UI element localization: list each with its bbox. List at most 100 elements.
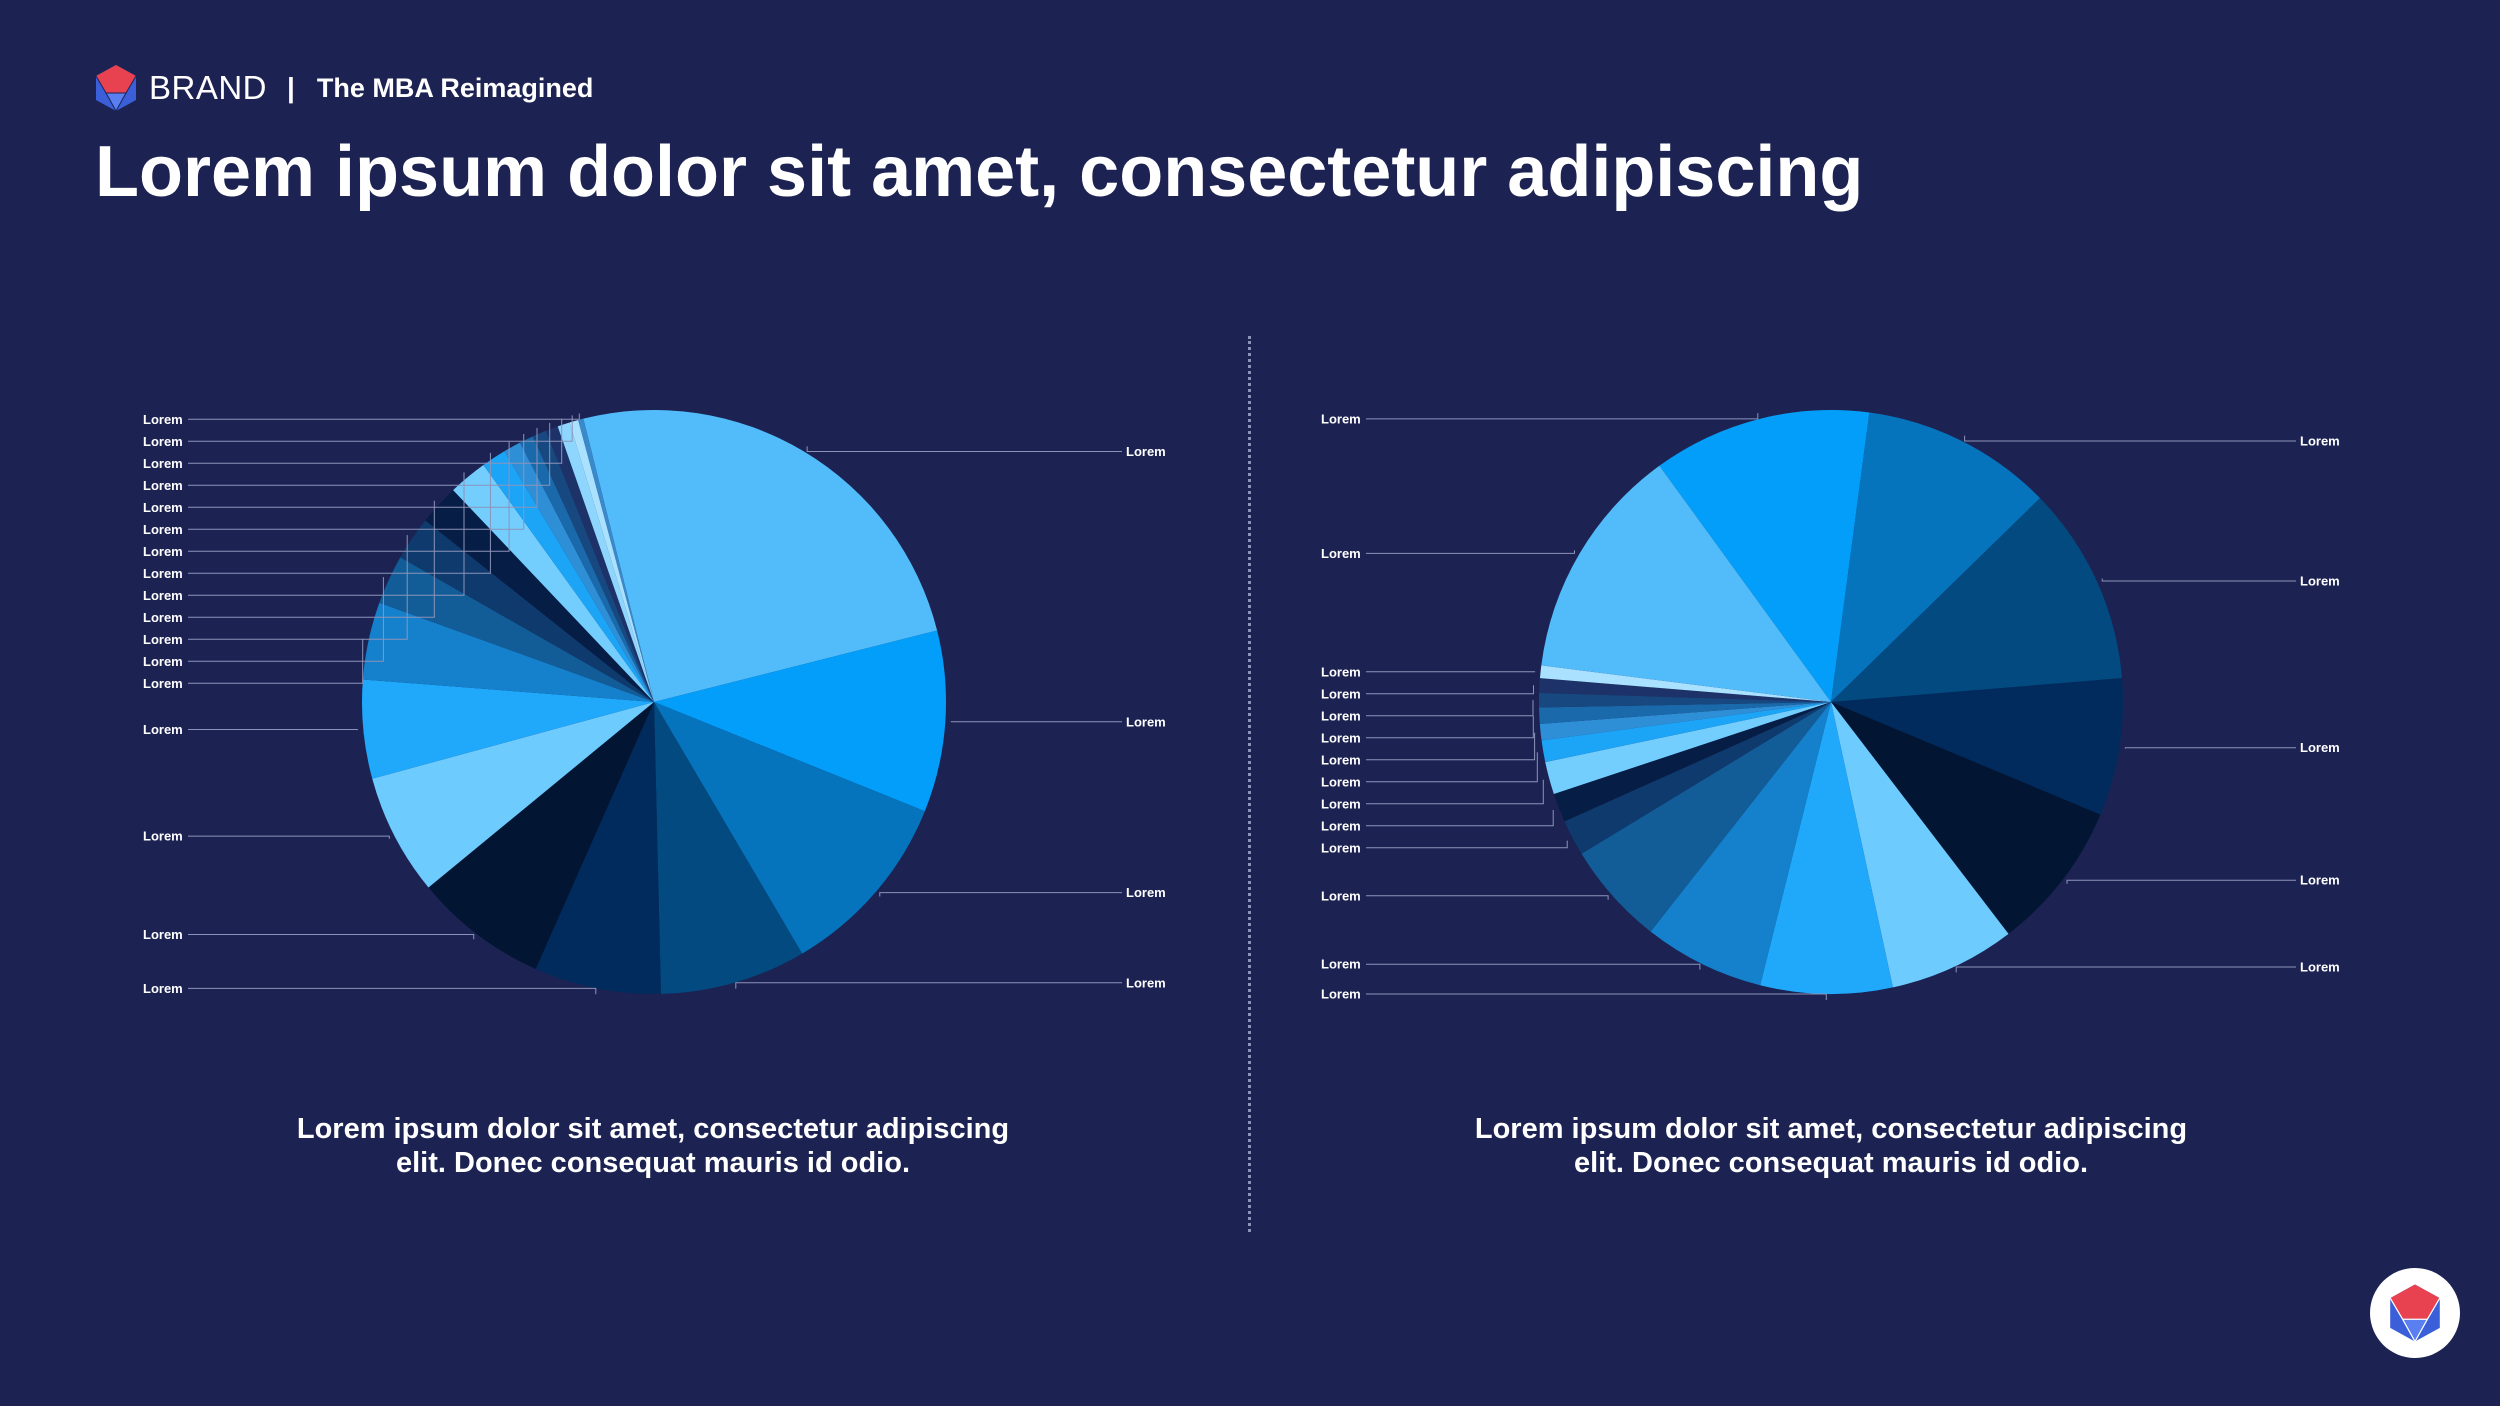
leader-line	[1366, 671, 1536, 673]
pie-slice	[1831, 702, 2009, 988]
caption-right: Lorem ipsum dolor sit amet, consectetur …	[1431, 1112, 2231, 1180]
leader-line	[735, 982, 1122, 989]
leader-line	[2101, 578, 2296, 582]
slice-label: Lorem	[1126, 714, 1166, 729]
slice-label: Lorem	[2300, 574, 2340, 589]
leader-line	[1366, 685, 1534, 695]
leader-line	[1366, 993, 1827, 1000]
pie-slice	[362, 602, 654, 702]
caption-left-line1: Lorem ipsum dolor sit amet, consectetur …	[296, 1113, 1010, 1145]
slice-label: Lorem	[2300, 434, 2340, 449]
slice-label: Lorem	[1321, 730, 1361, 745]
slice-label: Lorem	[143, 478, 183, 493]
chart-divider	[1248, 336, 1251, 1232]
leader-line	[188, 413, 580, 420]
slice-label: Lorem	[1321, 818, 1361, 833]
pie-slice	[1539, 665, 1831, 702]
slice-label: Lorem	[143, 588, 183, 603]
leader-line	[1366, 840, 1568, 849]
caption-left: Lorem ipsum dolor sit amet, consectetur …	[253, 1112, 1053, 1180]
slice-label: Lorem	[143, 927, 183, 942]
slice-label: Lorem	[1126, 885, 1166, 900]
leader-line	[1366, 550, 1575, 554]
pie-slice	[1564, 702, 1831, 854]
pie-slice	[428, 702, 654, 969]
slice-label: Lorem	[143, 500, 183, 515]
pie-slice	[654, 630, 946, 812]
pie-slice	[1541, 702, 1831, 763]
leader-line	[188, 452, 491, 574]
slice-label: Lorem	[1321, 752, 1361, 767]
pie-slice	[1831, 412, 2041, 702]
pie-slice	[532, 430, 654, 702]
caption-right-line1: Lorem ipsum dolor sit amet, consectetur …	[1474, 1113, 2188, 1145]
leader-line	[1366, 895, 1609, 900]
pie-slice	[1539, 702, 1831, 741]
slice-label: Lorem	[143, 566, 183, 581]
slice-label: Lorem	[143, 722, 183, 737]
slice-label: Lorem	[1321, 888, 1361, 903]
pie-slice	[372, 702, 654, 888]
pie-slice	[519, 436, 654, 702]
pie-slice	[569, 420, 654, 702]
leader-line	[1366, 732, 1536, 761]
leader-line	[2124, 747, 2296, 749]
brand-name: BRAND	[149, 69, 268, 106]
leader-line	[1366, 752, 1538, 783]
slice-label: Lorem	[1321, 664, 1361, 679]
slice-label: Lorem	[143, 632, 183, 647]
pie-slice	[362, 679, 654, 779]
leader-line	[1366, 700, 1534, 717]
tagline: The MBA Reimagined	[316, 72, 594, 103]
slice-label: Lorem	[143, 434, 183, 449]
slice-label: Lorem	[1321, 686, 1361, 701]
leader-line	[188, 729, 358, 731]
pie-slice	[535, 702, 661, 995]
leader-line	[188, 577, 384, 662]
leader-line	[806, 446, 1122, 452]
leader-line	[1955, 966, 2296, 973]
slice-label: Lorem	[1321, 708, 1361, 723]
slice-label: Lorem	[143, 981, 183, 996]
leader-line	[188, 422, 551, 486]
leader-line	[188, 535, 408, 640]
slice-label: Lorem	[143, 654, 183, 669]
slice-label: Lorem	[143, 829, 183, 844]
pie-slice	[1541, 465, 1831, 702]
leader-line	[188, 427, 538, 508]
caption-right-line2: elit. Donec consequat mauris id odio.	[1573, 1147, 2089, 1179]
leader-line	[2066, 879, 2296, 884]
leader-line	[1366, 963, 1701, 970]
caption-left-line2: elit. Donec consequat mauris id odio.	[395, 1147, 911, 1179]
slice-label: Lorem	[1321, 411, 1361, 426]
leader-line	[879, 892, 1122, 897]
slice-label: Lorem	[1126, 975, 1166, 990]
pie-slice	[483, 451, 654, 702]
leader-line	[188, 987, 597, 995]
leader-line	[188, 415, 573, 442]
leader-line	[188, 934, 475, 940]
slice-label: Lorem	[1321, 840, 1361, 855]
slice-label: Lorem	[143, 412, 183, 427]
pie-slice	[1831, 678, 2124, 815]
leader-line	[188, 441, 510, 552]
leader-line	[188, 434, 525, 530]
slice-label: Lorem	[1321, 796, 1361, 811]
pie-slice	[1581, 702, 1831, 932]
slice-label: Lorem	[143, 522, 183, 537]
pie-slice	[1553, 702, 1831, 822]
slice-label: Lorem	[1321, 957, 1361, 972]
slice-label: Lorem	[143, 610, 183, 625]
pie-slice	[1831, 702, 2101, 934]
slice-label: Lorem	[1321, 546, 1361, 561]
leader-line	[1964, 435, 2296, 442]
slice-label: Lorem	[1321, 774, 1361, 789]
d20-dice-icon	[95, 65, 137, 113]
slice-label: Lorem	[2300, 740, 2340, 755]
leader-line	[188, 500, 435, 618]
pie-slice	[654, 702, 803, 994]
pie-slice	[504, 442, 654, 702]
pie-slice	[1539, 678, 1831, 702]
d20-dice-icon	[2389, 1284, 2441, 1343]
